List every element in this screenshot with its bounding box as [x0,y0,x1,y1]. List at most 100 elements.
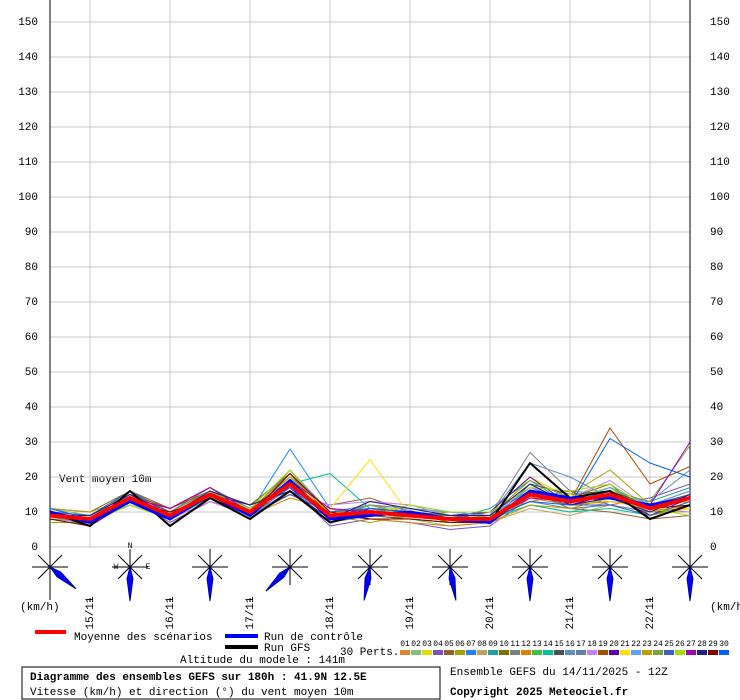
copyright: Copyright 2025 Meteociel.fr [450,687,628,699]
legend-pert-label: 06 [455,640,465,649]
x-tick-label: 18/11 [325,596,337,629]
y2-tick-label: 90 [710,227,723,239]
wind-rose [265,549,308,592]
y2-tick-label: 10 [710,507,723,519]
legend-gfs: Run GFS [264,643,311,655]
wind-direction [686,566,694,602]
legend-pert-swatch [620,650,630,655]
y2-tick-label: 120 [710,122,730,134]
legend-pert-label: 20 [609,640,619,649]
y-tick-label: 40 [25,402,38,414]
y-tick-label: 50 [25,367,38,379]
legend-pert-swatch [708,650,718,655]
chart-subtitle: Vitesse (km/h) et direction (°) du vent … [30,687,354,699]
legend-pert-swatch [466,650,476,655]
x-tick-label: 21/11 [565,596,577,629]
legend-pert-swatch [576,650,586,655]
legend-pert-label: 08 [477,640,487,649]
wind-direction [363,566,372,601]
legend-perts: 30 Perts. [340,647,399,659]
y-tick-label: 0 [31,542,38,554]
x-tick-label: 22/11 [645,596,657,629]
legend-pert-label: 29 [708,640,718,649]
legend-pert-swatch [477,650,487,655]
legend-control: Run de contrôle [264,632,363,644]
legend-pert-label: 21 [620,640,630,649]
wind-rose [432,549,468,601]
legend-pert-swatch [675,650,685,655]
y-tick-label: 110 [18,157,38,169]
wind-rose [672,549,708,602]
legend-pert-swatch [444,650,454,655]
y2-tick-label: 130 [710,87,730,99]
y2-tick-label: 100 [710,192,730,204]
x-tick-label: 17/11 [245,596,257,629]
compass-n: N [128,542,133,551]
legend-pert-swatch [433,650,443,655]
legend-pert-swatch [411,650,421,655]
legend-pert-swatch [422,650,432,655]
wind-rose [592,549,628,602]
x-tick-label: 16/11 [165,596,177,629]
series-line [49,482,691,521]
y2-tick-label: 50 [710,367,723,379]
y-tick-label: 100 [18,192,38,204]
wind-rose [192,549,228,602]
legend-pert-swatch [697,650,707,655]
y-tick-label: 90 [25,227,38,239]
x-tick-label: 20/11 [485,596,497,629]
title-box [21,666,441,700]
legend-pert-label: 09 [488,640,498,649]
y-tick-label: 150 [18,17,38,29]
legend-pert-swatch [587,650,597,655]
legend-pert-label: 10 [499,640,509,649]
x-tick-label: 19/11 [405,596,417,629]
legend-pert-label: 12 [521,640,531,649]
legend-pert-label: 30 [719,640,729,649]
compass-w: W [114,563,119,572]
legend-pert-label: 15 [554,640,564,649]
y-tick-label: 20 [25,472,38,484]
wind-direction [448,566,457,601]
wind-direction [606,566,614,602]
y2-tick-label: 60 [710,332,723,344]
chart-title: Diagramme des ensembles GEFS sur 180h : … [30,672,367,684]
legend-pert-swatch [543,650,553,655]
legend-pert-label: 04 [433,640,443,649]
y-tick-label: 60 [25,332,38,344]
y-tick-label: 140 [18,52,38,64]
y2-tick-label: 150 [710,17,730,29]
legend-pert-swatch [554,650,564,655]
legend-pert-swatch [653,650,663,655]
y-tick-label: 130 [18,87,38,99]
legend-pert-label: 02 [411,640,421,649]
legend-pert-label: 22 [631,640,641,649]
legend-pert-swatch [719,650,729,655]
legend-pert-swatch [455,650,465,655]
legend-pert-swatch [510,650,520,655]
legend-pert-swatch [686,650,696,655]
legend-pert-swatch [499,650,509,655]
y-tick-label: 30 [25,437,38,449]
y-tick-label: 70 [25,297,38,309]
legend-pert-swatch [521,650,531,655]
legend-pert-label: 28 [697,640,707,649]
wind-direction [49,566,77,590]
y-tick-label: 80 [25,262,38,274]
legend-pert-swatch [488,650,498,655]
wind-rose [32,549,77,590]
legend-pert-label: 03 [422,640,432,649]
legend-pert-swatch [631,650,641,655]
legend-pert-label: 19 [598,640,608,649]
legend-pert-swatch [565,650,575,655]
legend-pert-label: 27 [686,640,696,649]
y2-tick-label: 0 [710,542,717,554]
wind-direction [126,566,134,602]
legend-pert-label: 23 [642,640,652,649]
run-info: Ensemble GEFS du 14/11/2025 - 12Z [450,667,668,679]
wind-rose [512,549,548,602]
legend-pert-label: 18 [587,640,597,649]
altitude: Altitude du modele : 141m [180,655,345,667]
